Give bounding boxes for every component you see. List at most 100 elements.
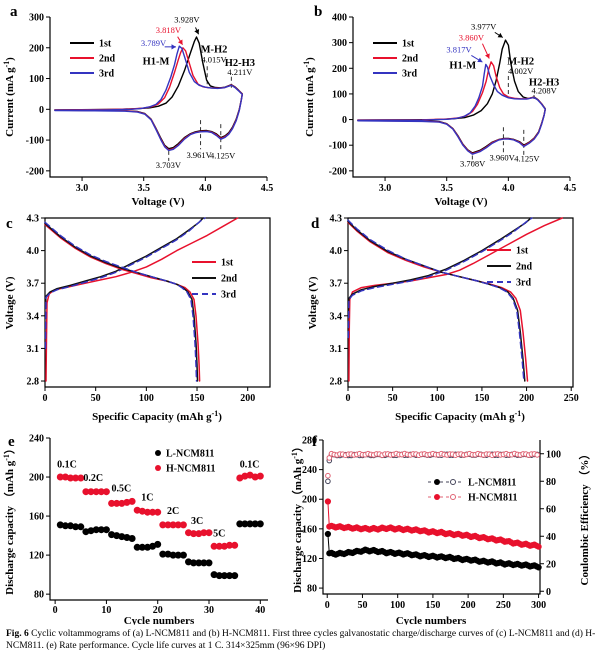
- svg-text:2.8: 2.8: [330, 377, 343, 388]
- svg-text:0: 0: [325, 600, 330, 611]
- svg-text:0: 0: [342, 115, 347, 126]
- svg-text:Cycle numbers: Cycle numbers: [124, 615, 195, 625]
- svg-text:3.4: 3.4: [330, 311, 343, 322]
- svg-text:150: 150: [425, 600, 440, 611]
- svg-text:80: 80: [34, 590, 44, 601]
- series-e-H-NCM811: [56, 471, 264, 550]
- svg-text:200: 200: [332, 64, 347, 75]
- panels-row-charge-discharge: c 0 50 100 150 200 2.8 3.1 3.4 3.7 4.0 4.3 Specific …: [4, 214, 579, 424]
- svg-text:H-NCM811: H-NCM811: [166, 464, 215, 475]
- series-c-discharge-2nd: [44, 222, 199, 382]
- svg-text:3rd: 3rd: [99, 69, 114, 80]
- svg-text:5C: 5C: [213, 529, 225, 540]
- svg-text:160: 160: [302, 524, 317, 535]
- svg-text:4.125V: 4.125V: [514, 154, 540, 164]
- legend-c: 1st 2nd 3rd: [192, 258, 238, 301]
- series-c-charge-1st: [45, 217, 239, 382]
- legend-d: 1st 2nd 3rd: [487, 246, 533, 289]
- svg-text:60: 60: [546, 504, 556, 515]
- svg-text:3.0: 3.0: [76, 183, 89, 194]
- svg-text:80: 80: [307, 584, 317, 595]
- svg-text:1st: 1st: [99, 39, 112, 50]
- svg-text:2.8: 2.8: [27, 377, 40, 388]
- svg-text:1st: 1st: [221, 258, 234, 269]
- svg-text:100: 100: [390, 600, 405, 611]
- svg-text:3.7: 3.7: [330, 279, 343, 290]
- svg-text:2nd: 2nd: [402, 54, 419, 65]
- svg-text:150: 150: [190, 393, 205, 404]
- svg-text:3.817V: 3.817V: [446, 44, 472, 54]
- svg-text:3.5: 3.5: [440, 183, 453, 194]
- svg-text:0: 0: [39, 105, 44, 116]
- axes-e: [49, 438, 268, 601]
- svg-text:3.703V: 3.703V: [156, 160, 182, 170]
- series-c-charge-2nd: [44, 217, 204, 306]
- svg-text:0: 0: [53, 605, 58, 616]
- series-f-H-NCM811-capacity: [324, 498, 542, 550]
- svg-text:Current (mA g-1): Current (mA g-1): [302, 57, 316, 137]
- svg-text:240: 240: [29, 434, 44, 445]
- series-a-3rd: [54, 45, 243, 152]
- svg-text:3.977V: 3.977V: [471, 21, 497, 31]
- svg-text:4.015V: 4.015V: [201, 55, 227, 65]
- series-d-charge-1st: [348, 217, 564, 382]
- svg-text:200: 200: [519, 393, 534, 404]
- svg-text:40: 40: [546, 532, 556, 543]
- svg-text:3.961V: 3.961V: [187, 150, 213, 160]
- svg-text:3rd: 3rd: [516, 278, 531, 289]
- svg-text:20: 20: [546, 559, 556, 570]
- svg-text:3.860V: 3.860V: [459, 33, 485, 43]
- svg-text:0.5C: 0.5C: [112, 484, 132, 495]
- panels-row-cv: a 3.0 3.5 4.0 4.5 -200 -100 0 100 200 300 Voltage (…: [2, 4, 576, 208]
- svg-text:150: 150: [474, 393, 489, 404]
- svg-text:50: 50: [388, 393, 398, 404]
- svg-text:4.0: 4.0: [27, 246, 40, 257]
- svg-text:Voltage (V): Voltage (V): [4, 276, 16, 329]
- svg-text:3.1: 3.1: [330, 344, 343, 355]
- panel-d: d 0 50 100 150 200 250 2.8 3.1 3.4 3.7 4.0 4.3 Specif…: [307, 214, 579, 424]
- svg-text:2nd: 2nd: [99, 54, 116, 65]
- svg-text:3.1: 3.1: [27, 344, 40, 355]
- svg-text:200: 200: [29, 43, 44, 54]
- svg-text:H1-M: H1-M: [143, 56, 170, 67]
- svg-text:Current (mA g-1): Current (mA g-1): [2, 57, 16, 137]
- svg-text:0.1C: 0.1C: [240, 459, 260, 470]
- svg-text:4.0: 4.0: [502, 183, 515, 194]
- svg-text:0.1C: 0.1C: [57, 459, 77, 470]
- series-f-H-NCM811-efficiency: [325, 450, 541, 479]
- svg-text:M-H2: M-H2: [201, 44, 228, 55]
- svg-text:100: 100: [29, 74, 44, 85]
- legend-b: 1st 2nd 3rd: [373, 39, 419, 80]
- svg-text:3.928V: 3.928V: [174, 15, 200, 25]
- svg-text:3.789V: 3.789V: [141, 38, 167, 48]
- svg-text:240: 240: [302, 465, 317, 476]
- svg-text:Coulombic Efficiency （%）: Coulombic Efficiency （%）: [578, 449, 591, 586]
- svg-text:20: 20: [153, 605, 163, 616]
- svg-text:0: 0: [43, 393, 48, 404]
- series-e-L-NCM811: [56, 520, 264, 580]
- svg-text:100: 100: [332, 89, 347, 100]
- svg-text:50: 50: [357, 600, 367, 611]
- svg-text:0: 0: [546, 587, 551, 598]
- panel-e: e 0 10 20 30 40 80 120 160 200 240 Cycle numbers Dis…: [2, 434, 268, 625]
- svg-text:4.0: 4.0: [330, 246, 343, 257]
- svg-text:Specific Capacity (mAh g-1): Specific Capacity (mAh g-1): [92, 409, 222, 423]
- svg-text:120: 120: [302, 554, 317, 565]
- series-b-3rd: [357, 63, 546, 155]
- svg-text:2nd: 2nd: [221, 274, 238, 285]
- svg-text:80: 80: [546, 477, 556, 488]
- svg-text:c: c: [6, 216, 13, 232]
- svg-text:4.0: 4.0: [199, 183, 212, 194]
- svg-text:Voltage (V): Voltage (V): [307, 276, 319, 329]
- legend-a: 1st 2nd 3rd: [70, 39, 116, 80]
- panel-a: a 3.0 3.5 4.0 4.5 -200 -100 0 100 200 300 Voltage (…: [2, 4, 273, 208]
- svg-text:0: 0: [346, 393, 351, 404]
- svg-text:3.960V: 3.960V: [490, 153, 516, 163]
- legend-f: L-NCM811 H-NCM811: [428, 478, 517, 504]
- svg-text:2nd: 2nd: [516, 262, 533, 273]
- svg-text:100: 100: [546, 449, 561, 460]
- svg-text:4.211V: 4.211V: [227, 67, 253, 77]
- series-f-L-NCM811-capacity: [324, 530, 542, 571]
- legend-e: L-NCM811 H-NCM811: [155, 449, 215, 475]
- svg-text:1st: 1st: [516, 246, 529, 257]
